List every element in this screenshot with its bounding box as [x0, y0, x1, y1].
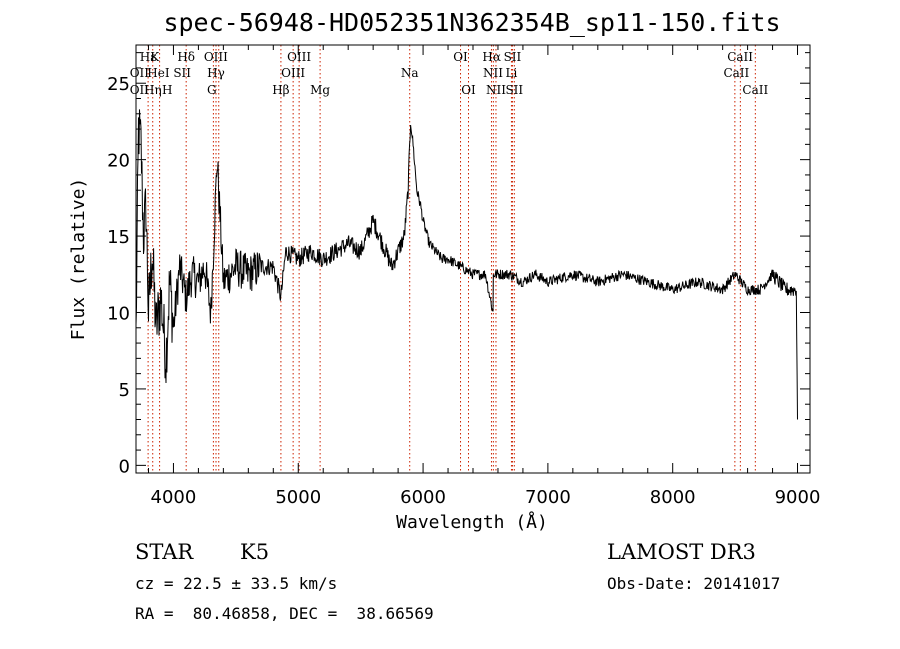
line-label-4: OIII [287, 50, 311, 64]
spectral-line-markers [147, 45, 756, 473]
line-label-1: K [150, 50, 160, 64]
x-tick-label-3: 7000 [525, 487, 571, 508]
x-tick-label-2: 6000 [400, 487, 446, 508]
line-label-16: Li [506, 66, 518, 80]
y-tick-label-5: 25 [107, 74, 130, 95]
line-label-15: NII [483, 66, 503, 80]
line-label-7: SII [504, 50, 522, 64]
line-label-17: CaII [723, 66, 749, 80]
line-label-8: CaII [727, 50, 753, 64]
line-label-21: G [207, 83, 217, 97]
series-line-flux [135, 109, 798, 420]
survey-name: LAMOST DR3 [607, 540, 756, 564]
y-axis: 0 5 10 15 20 25 [107, 52, 810, 477]
line-label-10: HeI [147, 66, 170, 80]
line-label-24: OI [461, 83, 476, 97]
line-label-20: H [162, 83, 172, 97]
line-label-5: OI [453, 50, 468, 64]
line-label-25: NII [486, 83, 506, 97]
x-tick-label-5: 9000 [775, 487, 821, 508]
line-label-27: CaII [742, 83, 768, 97]
series-layer [135, 109, 798, 420]
coordinates: RA = 80.46858, DEC = 38.66569 [135, 604, 434, 623]
x-tick-label-0: 4000 [151, 487, 197, 508]
chart-title: spec-56948-HD052351N362354B_sp11-150.fit… [163, 8, 780, 37]
line-label-2: Hδ [177, 50, 195, 64]
redshift-text: cz = 22.5 ± 33.5 km/s [135, 574, 338, 593]
line-label-0: Hε [140, 50, 157, 64]
x-tick-label-1: 5000 [275, 487, 321, 508]
spectrum-chart: spec-56948-HD052351N362354B_sp11-150.fit… [68, 8, 821, 533]
line-label-12: Hγ [207, 66, 225, 80]
object-subclass: K5 [240, 540, 270, 564]
y-tick-label-1: 5 [119, 380, 130, 401]
line-label-9: OII [130, 66, 150, 80]
object-class: STAR [135, 540, 194, 564]
line-label-18: OII [130, 83, 150, 97]
x-axis: 4000 5000 6000 7000 8000 9000 [147, 45, 821, 508]
line-label-13: OIII [281, 66, 305, 80]
y-tick-label-4: 20 [107, 151, 130, 172]
y-tick-label-3: 15 [107, 227, 130, 248]
line-label-23: Mg [310, 83, 330, 97]
line-label-3: OIII [204, 50, 228, 64]
line-label-14: Na [401, 66, 419, 80]
line-label-22: Hβ [272, 83, 289, 97]
line-label-19: Hη [144, 83, 162, 97]
y-axis-label: Flux (relative) [68, 178, 89, 341]
y-tick-label-0: 0 [119, 456, 130, 477]
line-label-11: SII [173, 66, 191, 80]
line-label-6: Hα [482, 50, 501, 64]
x-tick-label-4: 8000 [650, 487, 696, 508]
line-label-26: SII [505, 83, 523, 97]
x-axis-label: Wavelength (Å) [396, 511, 548, 533]
y-tick-label-2: 10 [107, 304, 130, 325]
obs-date: Obs-Date: 20141017 [607, 574, 781, 593]
